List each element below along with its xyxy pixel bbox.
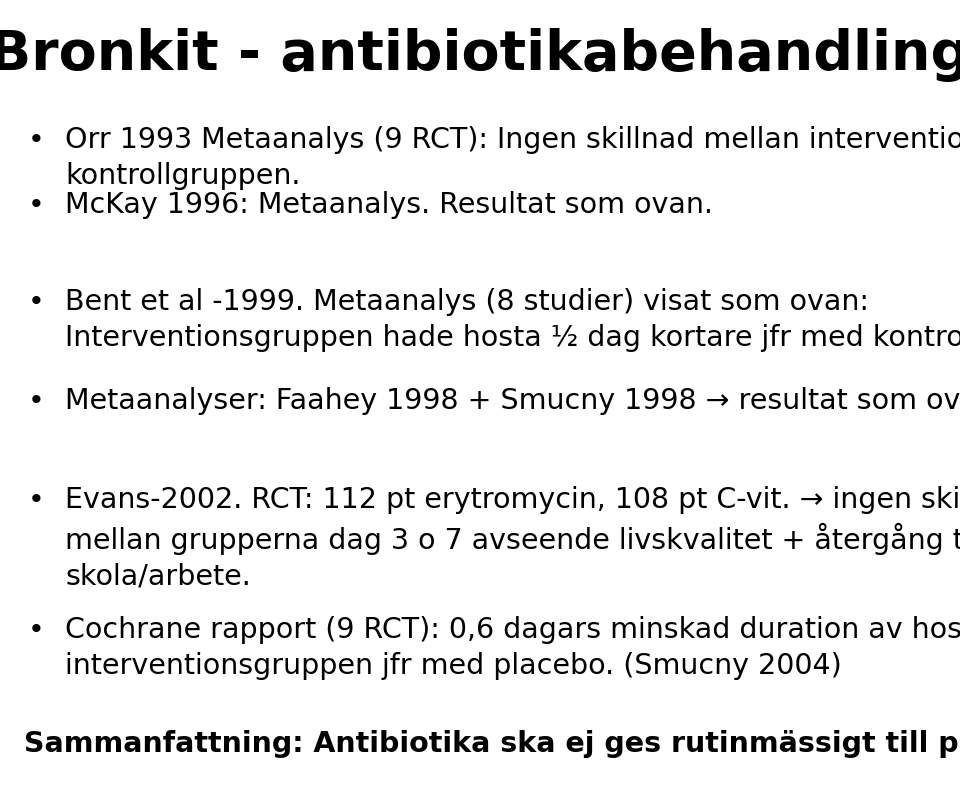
Text: Orr 1993 Metaanalys (9 RCT): Ingen skillnad mellan interventions- och
kontrollgr: Orr 1993 Metaanalys (9 RCT): Ingen skill… (65, 126, 960, 190)
Text: McKay 1996: Metaanalys. Resultat som ovan.: McKay 1996: Metaanalys. Resultat som ova… (65, 191, 713, 219)
Text: •: • (28, 616, 45, 644)
Text: •: • (28, 191, 45, 219)
Text: •: • (28, 486, 45, 514)
Text: •: • (28, 288, 45, 316)
Text: Sammanfattning: Antibiotika ska ej ges rutinmässigt till pat med bronkit: Sammanfattning: Antibiotika ska ej ges r… (24, 731, 960, 758)
Text: Bronkit - antibiotikabehandling: Bronkit - antibiotikabehandling (0, 28, 960, 81)
Text: Bent et al -1999. Metaanalys (8 studier) visat som ovan:
Interventionsgruppen ha: Bent et al -1999. Metaanalys (8 studier)… (65, 288, 960, 352)
Text: Evans-2002. RCT: 112 pt erytromycin, 108 pt C-vit. → ingen skillnad
mellan grupp: Evans-2002. RCT: 112 pt erytromycin, 108… (65, 486, 960, 591)
Text: Metaanalyser: Faahey 1998 + Smucny 1998 → resultat som ovan: Metaanalyser: Faahey 1998 + Smucny 1998 … (65, 387, 960, 415)
Text: •: • (28, 126, 45, 154)
Text: Cochrane rapport (9 RCT): 0,6 dagars minskad duration av hosta i
interventionsgr: Cochrane rapport (9 RCT): 0,6 dagars min… (65, 616, 960, 680)
Text: •: • (28, 387, 45, 415)
